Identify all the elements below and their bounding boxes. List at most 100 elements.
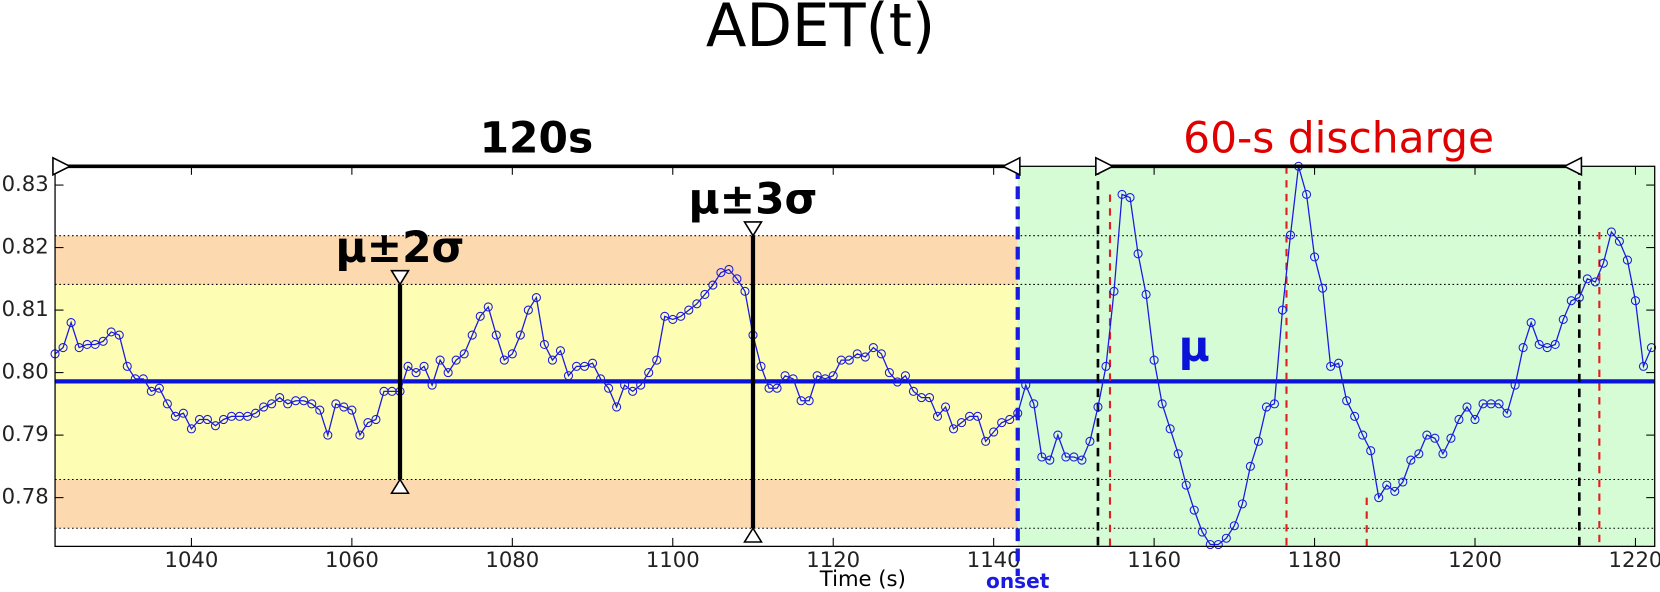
data-point (692, 299, 702, 309)
data-point (467, 330, 477, 340)
data-point (892, 377, 902, 387)
data-point (940, 402, 951, 412)
data-point (1398, 477, 1408, 487)
data-point (1277, 305, 1288, 315)
data-point (1382, 480, 1392, 490)
data-point (1574, 293, 1584, 303)
data-point (756, 361, 766, 371)
data-point (1518, 343, 1528, 353)
data-point (1301, 189, 1312, 199)
data-point (1374, 493, 1384, 503)
data-point (684, 305, 694, 315)
data-point (259, 402, 269, 412)
data-point (1590, 277, 1600, 287)
data-point (1133, 249, 1143, 259)
data-point (732, 274, 742, 284)
data-point (1438, 449, 1448, 459)
data-point (844, 355, 854, 365)
data-point (323, 430, 333, 440)
data-point (1285, 230, 1296, 240)
data-point (700, 289, 710, 300)
data-point (628, 386, 638, 396)
data-point (275, 393, 285, 403)
data-point (1446, 433, 1456, 443)
data-point (780, 371, 790, 381)
data-point (74, 343, 84, 353)
mu-label: μ (1179, 322, 1210, 371)
data-point (1414, 449, 1424, 459)
data-point (355, 430, 365, 440)
data-point (1326, 361, 1336, 371)
x-tick-label: 1120 (806, 547, 860, 572)
sigma-bar-cap (743, 221, 763, 238)
data-point (1462, 402, 1472, 412)
data-point (1510, 380, 1520, 390)
data-point (1390, 486, 1400, 496)
data-point (1494, 399, 1504, 409)
x-axis-label: Time (s) (819, 566, 906, 591)
data-point (339, 402, 349, 412)
data-point (451, 355, 461, 365)
data-point (612, 402, 622, 412)
bracket-arrow (1562, 156, 1583, 177)
data-point (1638, 361, 1649, 371)
data-point (1189, 505, 1199, 515)
data-point (531, 293, 541, 303)
x-tick-label: 1140 (967, 547, 1021, 572)
data-point (1165, 424, 1175, 434)
data-point (411, 368, 421, 378)
data-point (1221, 533, 1231, 543)
data-point (1550, 339, 1560, 350)
data-point (58, 343, 68, 353)
x-tick-label: 1220 (1609, 547, 1660, 572)
data-point (1598, 258, 1608, 268)
data-point (347, 405, 357, 415)
data-point (1310, 252, 1320, 262)
data-point (66, 318, 76, 328)
data-point (218, 414, 229, 425)
data-point (106, 327, 116, 337)
data-point (1614, 236, 1624, 246)
data-point (1334, 358, 1344, 368)
data-point (114, 330, 124, 340)
data-point (475, 311, 485, 321)
data-point (1342, 396, 1352, 406)
bracket-arrow (52, 156, 72, 177)
data-point (523, 305, 533, 315)
data-point (1534, 339, 1544, 350)
data-point (243, 411, 253, 421)
data-point (876, 349, 886, 359)
data-point (202, 414, 213, 425)
data-point (178, 408, 188, 418)
data-point (949, 424, 959, 434)
data-point (708, 280, 718, 290)
data-point (427, 380, 437, 390)
data-point (122, 361, 132, 371)
data-point (932, 411, 943, 421)
data-point (1077, 455, 1087, 465)
data-point (483, 302, 493, 312)
data-point (804, 396, 814, 406)
x-tick-label: 1080 (485, 547, 539, 572)
data-point (419, 361, 429, 371)
chart-title: ADET(t) (706, 0, 935, 60)
data-point (1213, 539, 1223, 550)
data-point (1181, 480, 1191, 490)
data-point (1646, 343, 1657, 353)
data-point (1037, 452, 1047, 462)
data-point (283, 399, 293, 409)
data-point (1422, 430, 1432, 440)
data-point (579, 361, 590, 371)
bracket-arrow (1095, 156, 1115, 177)
data-point (371, 414, 381, 425)
x-tick-label: 1200 (1448, 547, 1502, 572)
data-point (315, 405, 325, 415)
data-point (1053, 430, 1063, 440)
data-point (1253, 436, 1263, 446)
sigma-label: μ±3σ (688, 174, 817, 223)
data-point (299, 396, 309, 406)
data-point (1350, 411, 1360, 421)
data-point (1454, 414, 1464, 425)
data-point (1045, 455, 1055, 465)
